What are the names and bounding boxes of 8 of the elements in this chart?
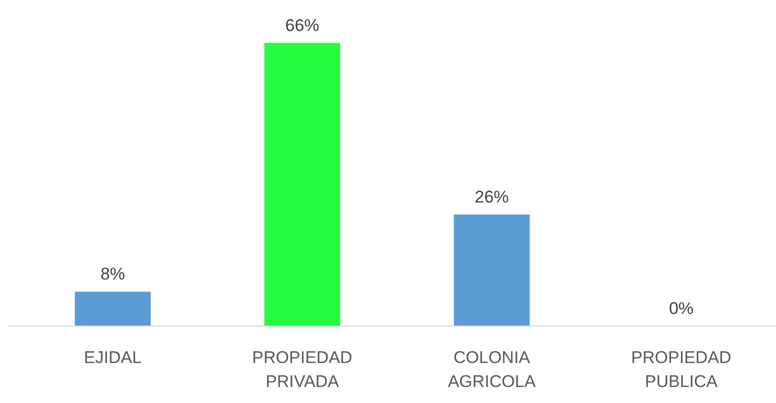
data-label: 0% [668,299,694,318]
data-label: 8% [100,264,126,284]
data-label: 26% [474,188,509,207]
x-tick-label: PROPIEDAD PUBLICA [631,348,732,391]
data-label: 66% [285,16,320,35]
x-tick-label: COLONIA AGRICOLA [448,348,536,391]
x-tick-label: EJIDAL [84,348,142,367]
x-tick-label: PROPIEDAD PRIVADA [252,348,352,391]
